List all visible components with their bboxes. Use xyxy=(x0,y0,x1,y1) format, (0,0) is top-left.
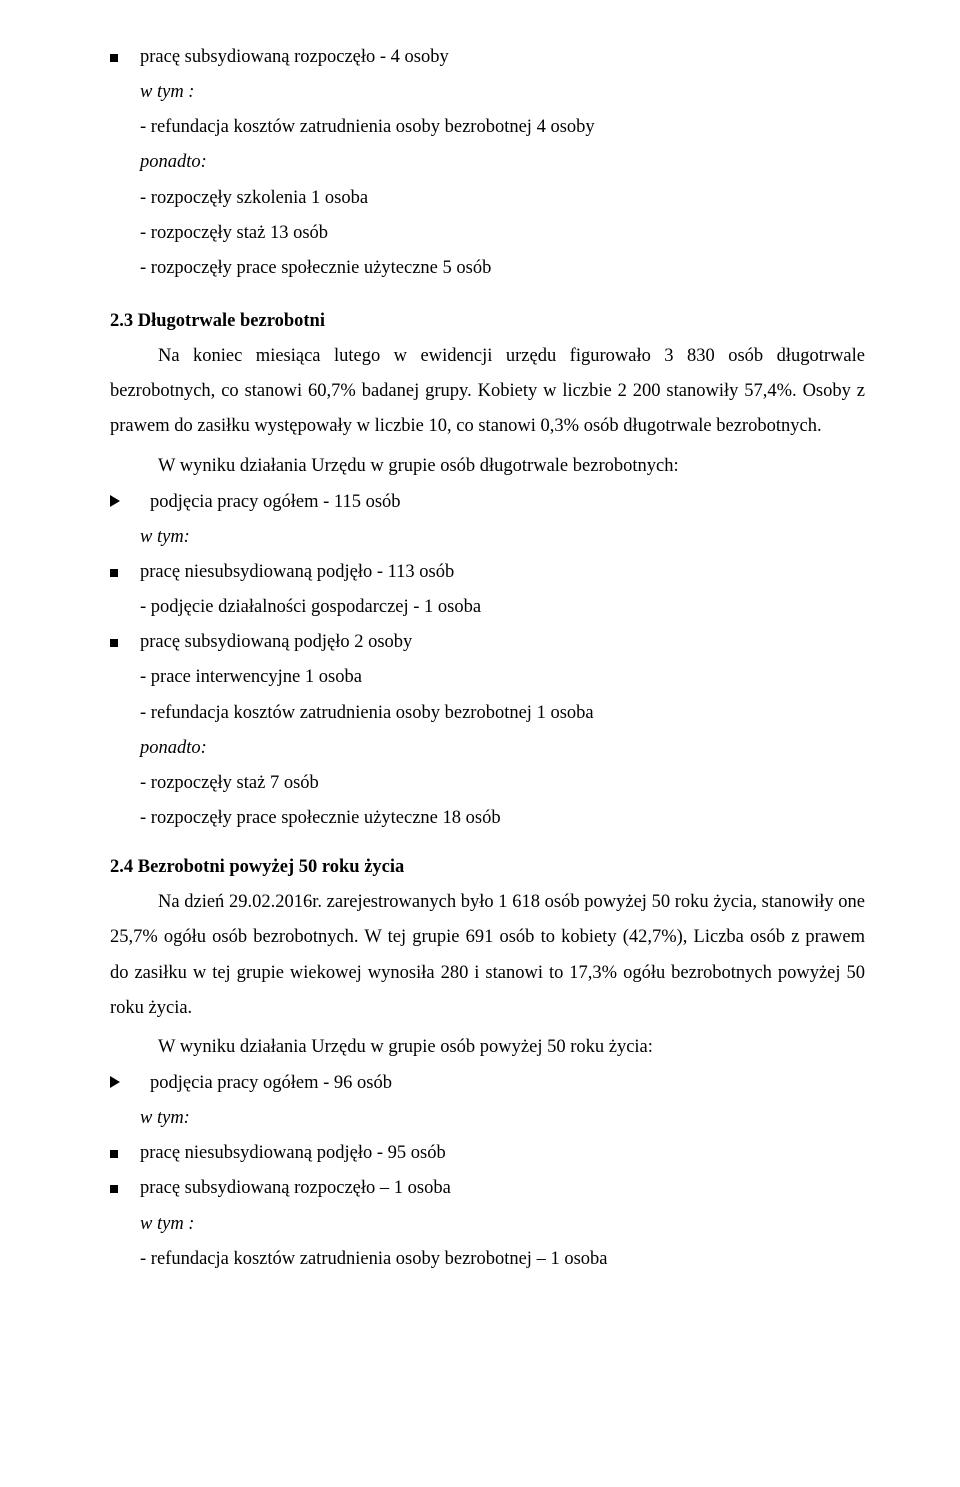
triangle-bullet-icon xyxy=(110,495,132,507)
body-text: - prace interwencyjne 1 osoba xyxy=(140,660,865,695)
section-heading: 2.3 Długotrwale bezrobotni xyxy=(110,304,865,339)
list-item-text: pracę niesubsydiowaną podjęło - 113 osób xyxy=(140,555,454,590)
body-text: ponadto: xyxy=(140,731,865,766)
list-item-text: pracę subsydiowaną rozpoczęło - 4 osoby xyxy=(140,40,449,75)
list-item-text: podjęcia pracy ogółem - 115 osób xyxy=(150,485,401,520)
list-item: pracę subsydiowaną rozpoczęło - 4 osoby xyxy=(110,40,865,75)
body-text: w tym : xyxy=(140,75,865,110)
paragraph: W wyniku działania Urzędu w grupie osób … xyxy=(110,1030,865,1065)
list-item: pracę niesubsydiowaną podjęło - 95 osób xyxy=(110,1136,865,1171)
list-item-text: pracę niesubsydiowaną podjęło - 95 osób xyxy=(140,1136,446,1171)
list-item: podjęcia pracy ogółem - 115 osób xyxy=(110,484,865,520)
paragraph: Na dzień 29.02.2016r. zarejestrowanych b… xyxy=(110,885,865,1026)
triangle-bullet-icon xyxy=(110,1076,132,1088)
document-page: pracę subsydiowaną rozpoczęło - 4 osoby … xyxy=(0,0,960,1337)
body-text: - rozpoczęły prace społecznie użyteczne … xyxy=(140,251,865,286)
body-text: - rozpoczęły staż 13 osób xyxy=(140,216,865,251)
list-item-text: pracę subsydiowaną podjęło 2 osoby xyxy=(140,625,412,660)
body-text: - podjęcie działalności gospodarczej - 1… xyxy=(140,590,865,625)
square-bullet-icon xyxy=(110,569,118,577)
body-text: - rozpoczęły staż 7 osób xyxy=(140,766,865,801)
square-bullet-icon xyxy=(110,1150,118,1158)
body-text: - refundacja kosztów zatrudnienia osoby … xyxy=(140,1242,865,1277)
list-item: pracę subsydiowaną podjęło 2 osoby xyxy=(110,625,865,660)
body-text: ponadto: xyxy=(140,145,865,180)
body-text: - rozpoczęły prace społecznie użyteczne … xyxy=(140,801,865,836)
section-heading: 2.4 Bezrobotni powyżej 50 roku życia xyxy=(110,850,865,885)
paragraph: Na koniec miesiąca lutego w ewidencji ur… xyxy=(110,339,865,444)
list-item: podjęcia pracy ogółem - 96 osób xyxy=(110,1065,865,1101)
body-text: w tym: xyxy=(140,520,865,555)
body-text: - refundacja kosztów zatrudnienia osoby … xyxy=(140,110,865,145)
list-item-text: podjęcia pracy ogółem - 96 osób xyxy=(150,1066,392,1101)
square-bullet-icon xyxy=(110,54,118,62)
paragraph: W wyniku działania Urzędu w grupie osób … xyxy=(110,449,865,484)
list-item-text: pracę subsydiowaną rozpoczęło – 1 osoba xyxy=(140,1171,451,1206)
square-bullet-icon xyxy=(110,639,118,647)
body-text: w tym: xyxy=(140,1101,865,1136)
square-bullet-icon xyxy=(110,1185,118,1193)
list-item: pracę niesubsydiowaną podjęło - 113 osób xyxy=(110,555,865,590)
list-item: pracę subsydiowaną rozpoczęło – 1 osoba xyxy=(110,1171,865,1206)
body-text: - rozpoczęły szkolenia 1 osoba xyxy=(140,181,865,216)
body-text: w tym : xyxy=(140,1207,865,1242)
body-text: - refundacja kosztów zatrudnienia osoby … xyxy=(140,696,865,731)
